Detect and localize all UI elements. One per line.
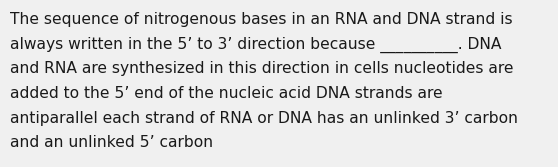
- Text: The sequence of nitrogenous bases in an RNA and DNA strand is: The sequence of nitrogenous bases in an …: [10, 12, 513, 27]
- Text: and RNA are synthesized in this direction in cells nucleotides are: and RNA are synthesized in this directio…: [10, 61, 513, 76]
- Text: added to the 5’ end of the nucleic acid DNA strands are: added to the 5’ end of the nucleic acid …: [10, 86, 442, 101]
- Text: and an unlinked 5’ carbon: and an unlinked 5’ carbon: [10, 135, 213, 150]
- Text: antiparallel each strand of RNA or DNA has an unlinked 3’ carbon: antiparallel each strand of RNA or DNA h…: [10, 111, 518, 126]
- Text: always written in the 5’ to 3’ direction because __________. DNA: always written in the 5’ to 3’ direction…: [10, 36, 502, 53]
